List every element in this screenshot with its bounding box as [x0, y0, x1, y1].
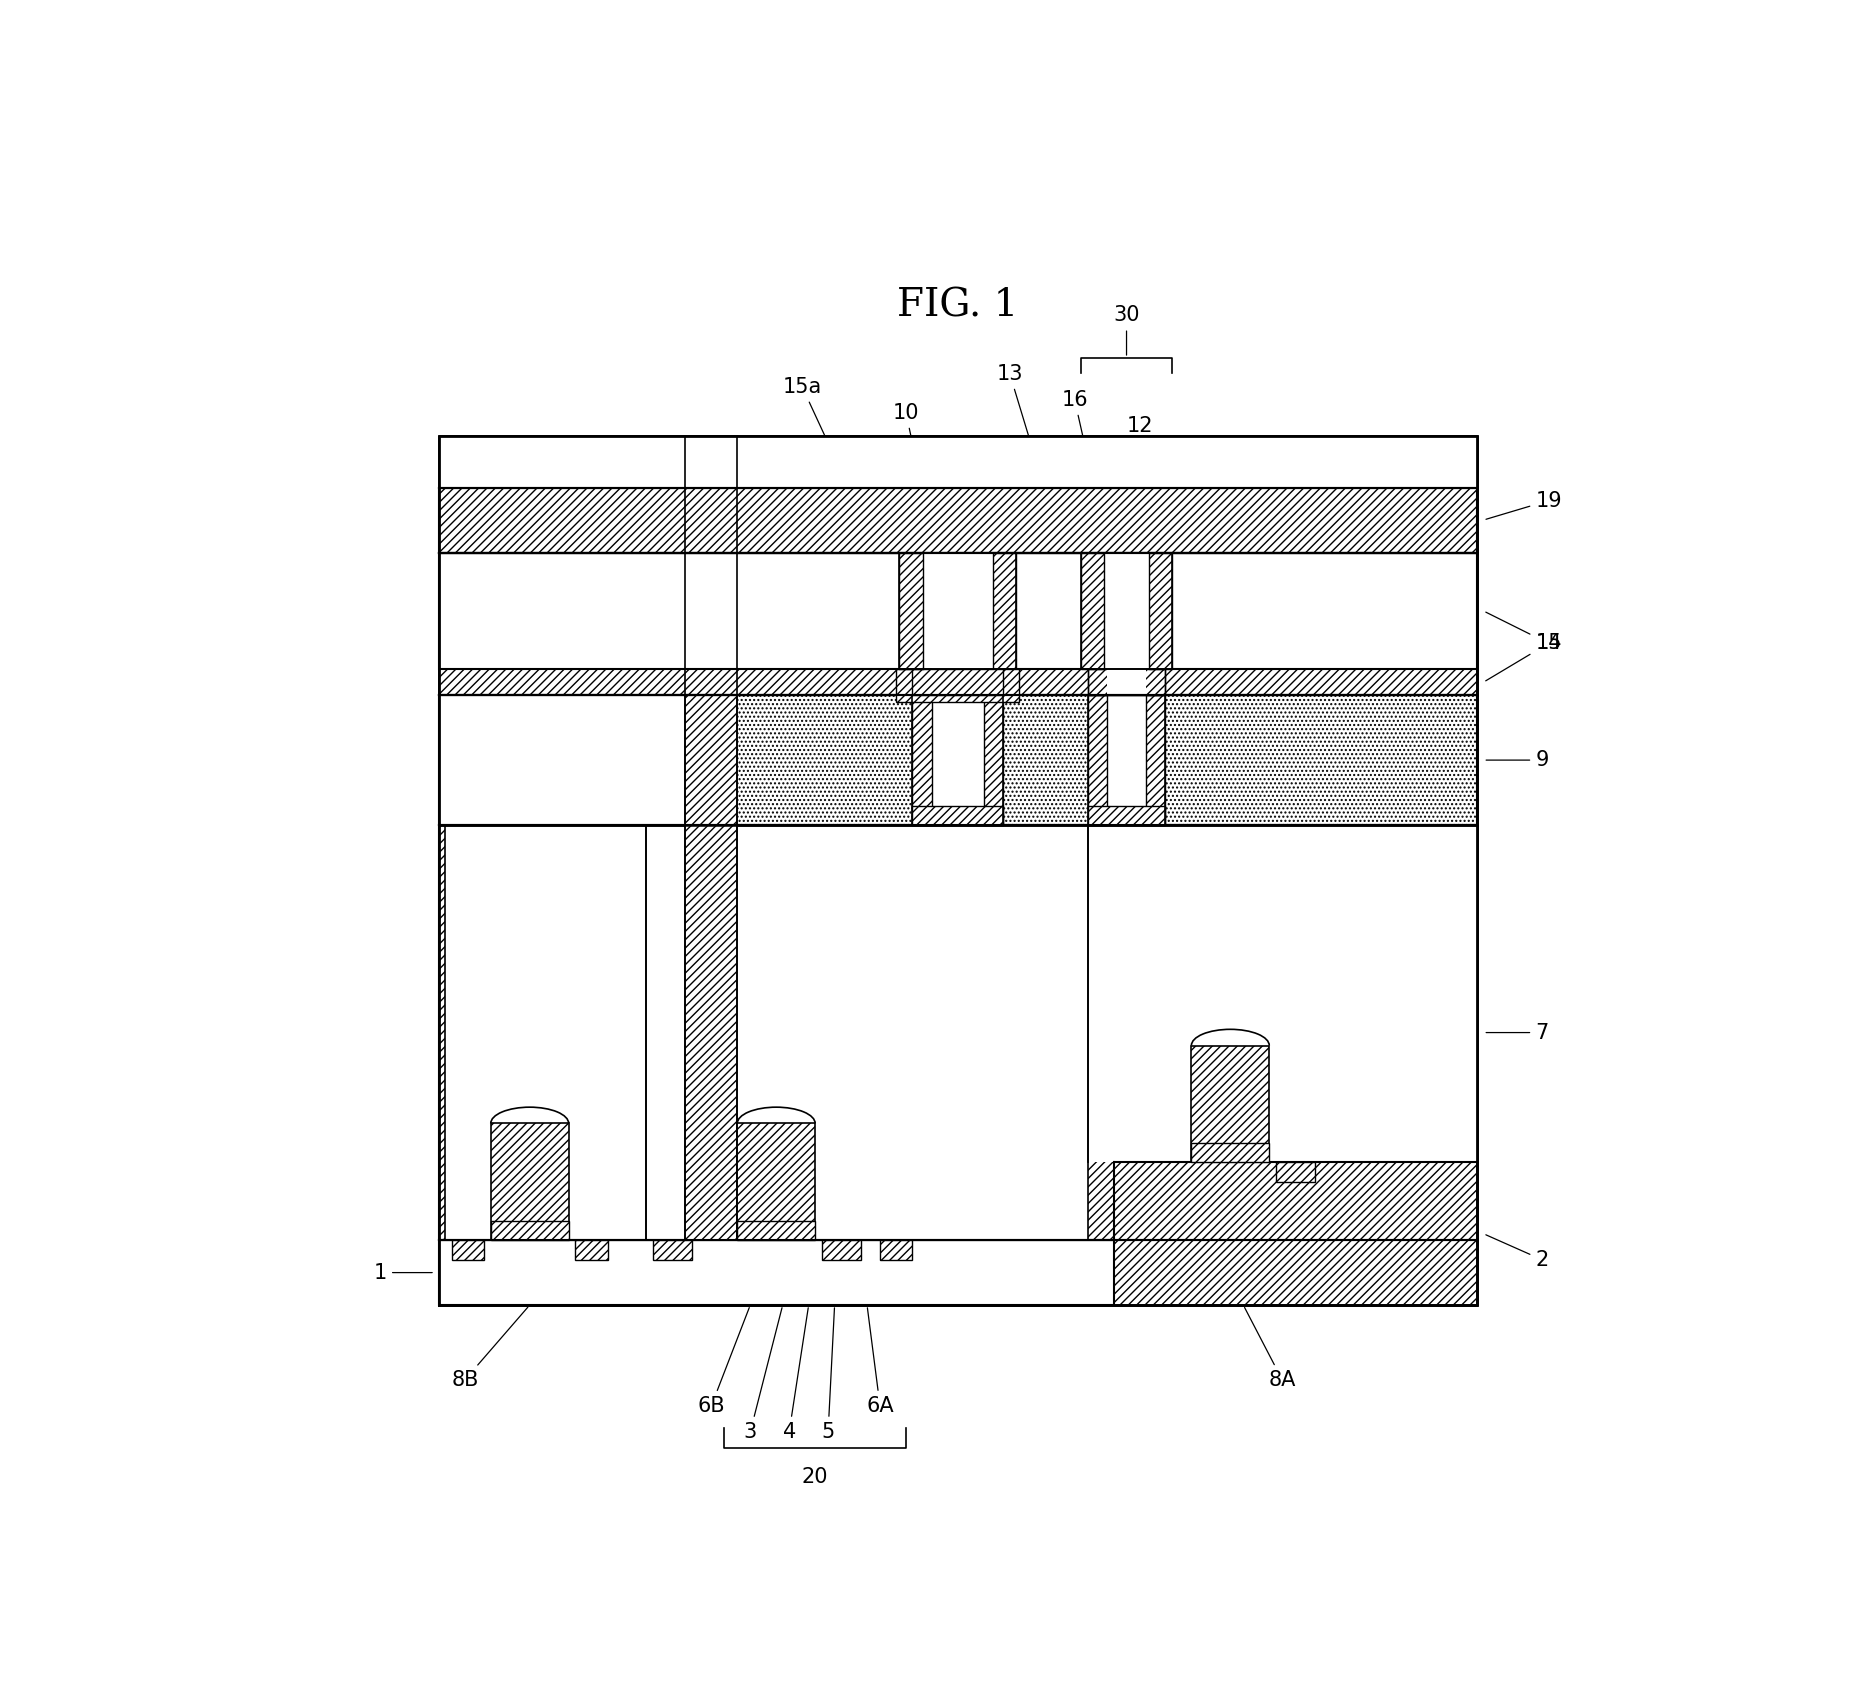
Text: 14: 14 — [1486, 612, 1562, 654]
Text: 15: 15 — [1486, 634, 1562, 681]
Bar — [439, 553, 1477, 669]
Bar — [1146, 696, 1166, 826]
Bar — [880, 1240, 912, 1260]
Bar — [1106, 669, 1146, 696]
Text: 18: 18 — [568, 452, 710, 629]
Bar — [1088, 826, 1477, 1163]
Text: 13: 13 — [996, 364, 1086, 629]
Bar — [1088, 669, 1166, 696]
Bar — [452, 1240, 484, 1260]
Bar — [736, 1124, 815, 1240]
Bar — [1106, 696, 1146, 826]
Text: 10: 10 — [893, 403, 957, 654]
Bar — [652, 1240, 692, 1260]
Bar — [1277, 1163, 1314, 1181]
Text: 3: 3 — [744, 1308, 781, 1442]
Bar — [1080, 553, 1105, 669]
Text: 30: 30 — [1114, 305, 1140, 356]
Bar — [439, 487, 1477, 553]
Text: 6A: 6A — [865, 1308, 893, 1415]
Bar — [933, 669, 983, 696]
Bar — [923, 553, 992, 669]
Bar — [912, 805, 1004, 826]
Bar — [983, 696, 1004, 826]
Text: 11: 11 — [1140, 441, 1206, 797]
Bar — [439, 669, 1477, 696]
Bar — [1191, 1142, 1269, 1163]
Bar — [439, 696, 1477, 826]
Bar — [822, 1240, 860, 1260]
Bar — [1088, 696, 1106, 826]
Bar — [439, 436, 1477, 1304]
Bar — [445, 826, 647, 1240]
Text: 15a: 15a — [783, 377, 944, 693]
Bar — [439, 696, 1477, 826]
Text: 5: 5 — [822, 1308, 835, 1442]
Bar — [1105, 553, 1149, 669]
Text: 1: 1 — [374, 1262, 432, 1282]
Bar — [439, 696, 686, 826]
Text: 8A: 8A — [1245, 1308, 1295, 1390]
Bar — [912, 696, 933, 826]
Bar — [1106, 553, 1146, 669]
Text: 7: 7 — [1486, 1023, 1549, 1043]
Bar — [736, 1220, 815, 1240]
Bar — [439, 436, 1477, 487]
Text: 4: 4 — [783, 1308, 807, 1442]
Bar — [1114, 1163, 1477, 1304]
Text: 8B: 8B — [450, 1308, 527, 1390]
Bar — [1149, 553, 1172, 669]
Text: 19: 19 — [1486, 490, 1562, 519]
Bar — [899, 553, 923, 669]
Bar — [439, 1240, 1477, 1304]
Bar — [576, 1240, 607, 1260]
Bar — [492, 1220, 568, 1240]
Bar — [933, 553, 983, 669]
Bar — [686, 436, 736, 1240]
Bar — [492, 1124, 568, 1240]
Bar — [897, 669, 1019, 701]
Text: 12: 12 — [1127, 416, 1164, 627]
Bar — [933, 662, 983, 669]
Text: 9: 9 — [1486, 750, 1549, 770]
Bar — [439, 696, 1477, 826]
Bar — [439, 826, 1477, 1240]
Text: 2: 2 — [1486, 1235, 1549, 1269]
Bar — [933, 696, 983, 826]
Bar — [647, 826, 1088, 1240]
Text: 16: 16 — [1062, 389, 1125, 627]
Text: 20: 20 — [802, 1468, 828, 1488]
Bar — [439, 696, 686, 826]
Bar — [1088, 805, 1166, 826]
Text: FIG. 1: FIG. 1 — [897, 288, 1019, 325]
Bar — [992, 553, 1017, 669]
Bar — [912, 669, 1004, 696]
Bar — [1191, 1045, 1269, 1163]
Text: 6B: 6B — [697, 1308, 749, 1415]
